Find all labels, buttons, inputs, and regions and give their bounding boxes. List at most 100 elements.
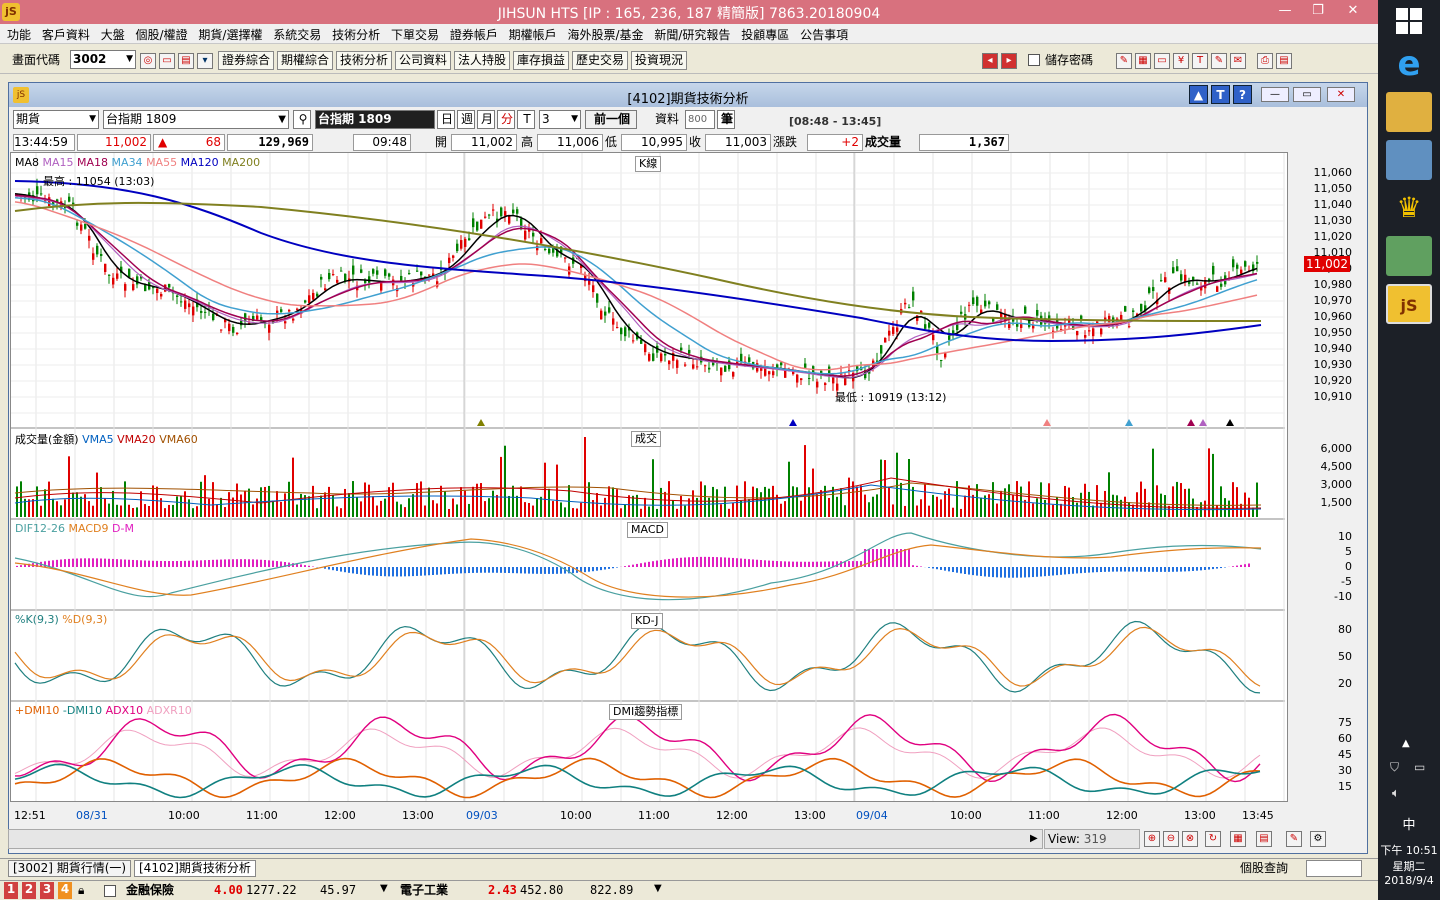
settings-gear-icon[interactable]: ⚙ (1310, 831, 1326, 847)
paint-icon[interactable] (1386, 140, 1432, 180)
zoom-out-icon[interactable]: ⊖ (1163, 831, 1179, 847)
menu-item[interactable]: 投顧專區 (741, 28, 790, 42)
tool-icon-3[interactable]: ▭ (1154, 53, 1170, 69)
tool-icon-1[interactable]: ✎ (1116, 53, 1132, 69)
layout-icon[interactable]: ▤ (1256, 831, 1272, 847)
notes-app-icon[interactable] (1386, 236, 1432, 276)
menu-item[interactable]: 系統交易 (273, 28, 322, 42)
volume-bar (460, 487, 462, 517)
crown-app-icon[interactable]: ♛ (1396, 191, 1422, 224)
chart-area[interactable]: MA8 MA15 MA18 MA34 MA55 MA120 MA200 K線 最… (10, 152, 1288, 802)
tool-icon-2[interactable]: ▦ (1135, 53, 1151, 69)
menu-item[interactable]: 公告事項 (800, 28, 849, 42)
menu-item[interactable]: 技術分析 (332, 28, 381, 42)
menu-item[interactable]: 期貨/選擇權 (198, 28, 263, 42)
menu-item[interactable]: 個股/權證 (135, 28, 188, 42)
printer-icon[interactable]: ⎙ (1257, 53, 1273, 69)
text-t-icon[interactable]: T (1211, 85, 1230, 104)
tray-expand-icon[interactable]: ▲ (1402, 738, 1410, 749)
ie-browser-icon[interactable]: e (1397, 44, 1421, 84)
file-explorer-icon[interactable] (1386, 92, 1432, 132)
menu-item[interactable]: 下單交易 (390, 28, 439, 42)
forward-icon[interactable]: ▸ (1001, 53, 1017, 69)
product-select[interactable]: 台指期 1809 ▼ (103, 110, 289, 129)
tray-shield-icon[interactable]: ⛉ (1390, 760, 1400, 774)
dropdown-icon[interactable]: ▾ (197, 53, 213, 69)
layout-3-button[interactable]: 3 (40, 882, 54, 899)
close-button[interactable]: ✕ (1347, 3, 1359, 18)
tick-button[interactable]: T (517, 110, 535, 129)
clock-time[interactable]: 下午 10:51 (1380, 844, 1438, 857)
candle-body (252, 315, 255, 321)
day-button[interactable]: 日 (437, 110, 455, 129)
fit-icon[interactable]: ⊗ (1182, 831, 1198, 847)
back-icon[interactable]: ◂ (982, 53, 998, 69)
lock-icon[interactable]: 🔒︎ (78, 883, 85, 897)
ime-indicator[interactable]: 中 (1402, 818, 1416, 833)
week-button[interactable]: 週 (457, 110, 475, 129)
print-icon[interactable]: ▤ (178, 53, 194, 69)
help-icon[interactable]: ? (1233, 85, 1252, 104)
menu-item[interactable]: 新聞/研究報告 (654, 28, 731, 42)
tray-network-icon[interactable]: ▭ (1414, 760, 1426, 774)
window-icon[interactable]: ▭ (159, 53, 175, 69)
minute-button[interactable]: 分 (497, 110, 515, 129)
scroll-right-icon[interactable]: ▶ (1030, 833, 1038, 844)
code-input[interactable]: 3002 ▼ (70, 50, 136, 69)
legend-ma8: MA8 (15, 156, 40, 169)
toolbar-button-institutional[interactable]: 法人持股 (454, 51, 510, 70)
tool-icon-4[interactable]: ¥ (1173, 53, 1189, 69)
layout-4-button[interactable]: 4 (58, 882, 72, 899)
toolbar-button-company[interactable]: 公司資料 (395, 51, 451, 70)
index2-dropdown-icon[interactable]: ▼ (654, 883, 662, 894)
candle-body (468, 238, 471, 241)
index1-dropdown-icon[interactable]: ▼ (380, 883, 388, 894)
toolbar-button-history[interactable]: 歷史交易 (572, 51, 628, 70)
tool-icon-6[interactable]: ✎ (1211, 53, 1227, 69)
tool-icon-7[interactable]: ✉ (1230, 53, 1246, 69)
toolbar-button-portfolio[interactable]: 投資現況 (631, 51, 687, 70)
toolbar-button-inventory[interactable]: 庫存損益 (513, 51, 569, 70)
save-password-checkbox[interactable] (1028, 54, 1040, 66)
arrow-up-icon[interactable]: ▲ (1189, 85, 1208, 104)
menu-item[interactable]: 功能 (7, 28, 32, 42)
layout-2-button[interactable]: 2 (22, 882, 36, 899)
tool-icon-5[interactable]: T (1192, 53, 1208, 69)
prev-button[interactable]: 前一個 (585, 110, 637, 129)
menu-item[interactable]: 期權帳戶 (508, 28, 557, 42)
windows-start-icon[interactable] (1396, 8, 1422, 34)
restore-button[interactable]: ❐ (1312, 3, 1324, 18)
time-axis-label: 11:00 (246, 809, 278, 822)
child-close-button[interactable]: ✕ (1327, 87, 1355, 102)
tool-icon-9[interactable]: ▤ (1276, 53, 1292, 69)
minimize-button[interactable]: — (1278, 3, 1292, 18)
child-restore-button[interactable]: ▭ (1293, 87, 1321, 102)
period-select[interactable]: 3 ▼ (539, 110, 581, 129)
menu-item[interactable]: 大盤 (100, 28, 125, 42)
zoom-in-icon[interactable]: ⊕ (1144, 831, 1160, 847)
menu-item[interactable]: 海外股票/基金 (567, 28, 644, 42)
jihsun-app-icon[interactable]: jS (1386, 284, 1432, 324)
refresh-icon[interactable]: ↻ (1205, 831, 1221, 847)
toolbar-button-options[interactable]: 期權綜合 (277, 51, 333, 70)
search-icon[interactable]: ◎ (140, 53, 156, 69)
child-minimize-button[interactable]: — (1261, 87, 1289, 102)
menu-item[interactable]: 客戶資料 (41, 28, 90, 42)
type-select[interactable]: 期貨 ▼ (13, 110, 99, 129)
tab-3002[interactable]: [3002] 期貨行情(一) (8, 860, 132, 877)
status-checkbox[interactable] (104, 885, 116, 897)
unit-button[interactable]: 筆 (717, 110, 735, 129)
horizontal-scrollbar[interactable] (8, 829, 1043, 849)
menu-item[interactable]: 證券帳戶 (449, 28, 498, 42)
month-button[interactable]: 月 (477, 110, 495, 129)
grid-icon[interactable]: ▦ (1230, 831, 1246, 847)
data-count-input[interactable]: 800 (685, 110, 715, 129)
toolbar-button-technical[interactable]: 技術分析 (336, 51, 392, 70)
layout-1-button[interactable]: 1 (4, 882, 18, 899)
product-search-icon[interactable]: ⚲ (293, 110, 311, 129)
toolbar-button-securities[interactable]: 證券綜合 (218, 51, 274, 70)
draw-icon[interactable]: ✎ (1286, 831, 1302, 847)
stock-query-input[interactable] (1306, 860, 1362, 877)
tab-4102[interactable]: [4102]期貨技術分析 (134, 860, 256, 877)
tray-volume-icon[interactable]: 🔈︎ (1392, 786, 1400, 801)
